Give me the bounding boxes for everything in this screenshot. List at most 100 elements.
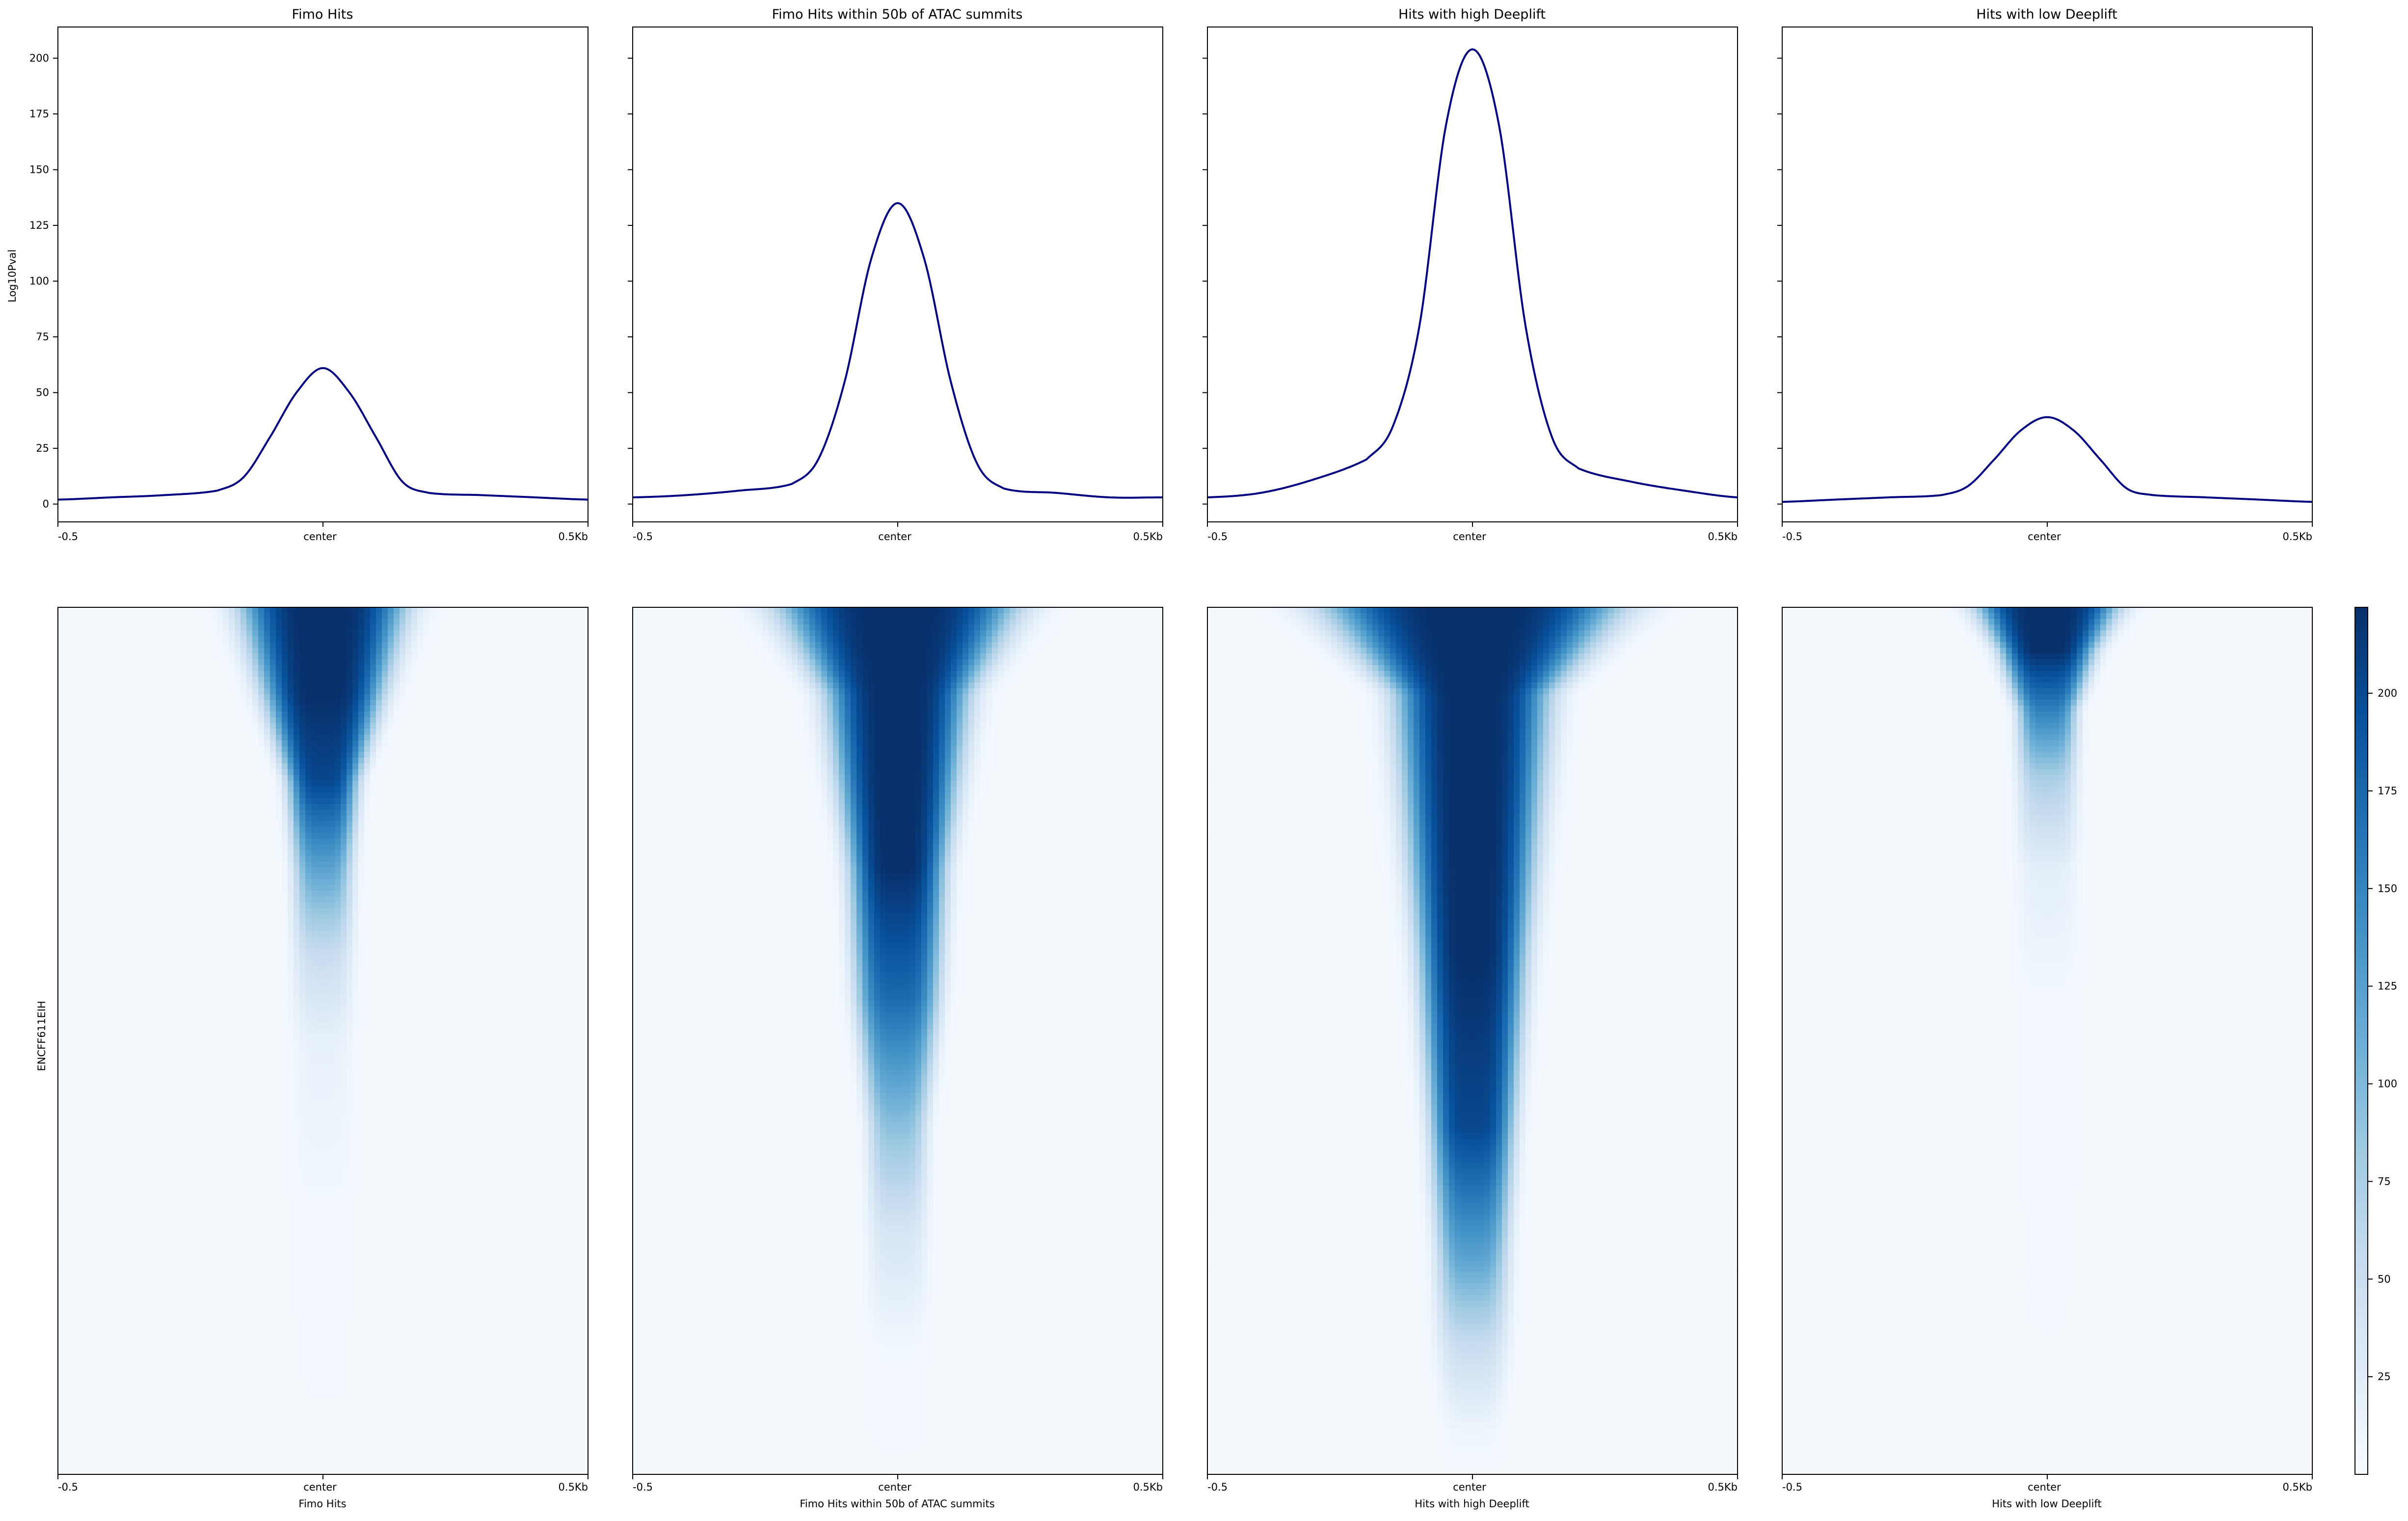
heatmap-cell	[400, 717, 406, 723]
heatmap-cell	[76, 711, 82, 717]
heatmap-cell	[529, 885, 535, 891]
heatmap-cell	[199, 682, 206, 688]
heatmap-cell	[488, 648, 494, 653]
heatmap-cell	[376, 717, 382, 723]
heatmap-cell	[517, 740, 524, 746]
heatmap-cell	[64, 815, 70, 821]
heatmap-cell	[270, 648, 276, 653]
heatmap-cell	[170, 781, 176, 787]
heatmap-cell	[541, 781, 547, 787]
heatmap-cell	[176, 636, 182, 642]
heatmap-cell	[294, 734, 300, 740]
heatmap-cell	[264, 804, 270, 810]
heatmap-cell	[370, 694, 376, 700]
heatmap-cell	[258, 752, 265, 758]
heatmap-cell	[453, 630, 459, 636]
heatmap-cell	[423, 868, 429, 873]
heatmap-cell	[134, 734, 141, 740]
heatmap-cell	[559, 682, 565, 688]
heatmap-cell	[441, 729, 447, 734]
x-tick-label: -0.5	[58, 531, 78, 543]
heatmap-cell	[317, 729, 323, 734]
heatmap-cell	[205, 665, 212, 671]
heatmap-cell	[140, 688, 147, 694]
heatmap-cell	[305, 688, 312, 694]
heatmap-cell	[140, 902, 147, 908]
heatmap-cell	[347, 729, 353, 734]
heatmap-cell	[146, 659, 153, 665]
heatmap-cell	[311, 833, 318, 839]
heatmap-cell	[358, 862, 365, 868]
heatmap-cell	[517, 879, 524, 885]
heatmap-cell	[376, 642, 382, 648]
heatmap-cell	[423, 891, 429, 896]
heatmap-cell	[276, 758, 282, 763]
heatmap-cell	[258, 607, 265, 613]
heatmap-cell	[488, 653, 494, 659]
heatmap-cell	[182, 775, 188, 781]
heatmap-cell	[500, 856, 506, 862]
heatmap-cell	[476, 804, 482, 810]
heatmap-cell	[506, 671, 512, 677]
heatmap-cell	[464, 625, 471, 630]
heatmap-cell	[117, 781, 123, 787]
heatmap-cell	[294, 607, 300, 613]
heatmap-cell	[70, 717, 76, 723]
heatmap-cell	[241, 821, 247, 827]
heatmap-cell	[394, 700, 400, 706]
heatmap-cell	[58, 787, 64, 792]
heatmap-cell	[535, 694, 541, 700]
heatmap-cell	[288, 746, 294, 752]
heatmap-cell	[123, 902, 129, 908]
heatmap-cell	[559, 815, 565, 821]
heatmap-cell	[146, 752, 153, 758]
heatmap-cell	[87, 607, 94, 613]
heatmap-cell	[517, 763, 524, 769]
heatmap-cell	[158, 758, 164, 763]
heatmap-cell	[500, 885, 506, 891]
heatmap-cell	[129, 827, 135, 833]
heatmap-cell	[329, 850, 335, 856]
heatmap-cell	[140, 694, 147, 700]
heatmap-cell	[535, 891, 541, 896]
heatmap-cell	[134, 648, 141, 653]
heatmap-cell	[476, 752, 482, 758]
heatmap-cell	[352, 856, 359, 862]
heatmap-cell	[576, 833, 583, 839]
heatmap-cell	[541, 810, 547, 815]
heatmap-cell	[382, 607, 388, 613]
heatmap-cell	[559, 740, 565, 746]
heatmap-cell	[488, 607, 494, 613]
heatmap-cell	[117, 879, 123, 885]
heatmap-cell	[500, 717, 506, 723]
heatmap-cell	[170, 885, 176, 891]
heatmap-cell	[535, 833, 541, 839]
heatmap-cell	[235, 734, 241, 740]
heatmap-cell	[105, 630, 111, 636]
heatmap-cell	[70, 844, 76, 850]
heatmap-cell	[117, 607, 123, 613]
heatmap-cell	[570, 763, 577, 769]
heatmap-cell	[400, 827, 406, 833]
heatmap-cell	[323, 659, 329, 665]
heatmap-cell	[441, 734, 447, 740]
heatmap-cell	[134, 717, 141, 723]
heatmap-cell	[164, 810, 170, 815]
heatmap-cell	[205, 688, 212, 694]
heatmap-cell	[464, 896, 471, 902]
heatmap-cell	[417, 787, 424, 792]
heatmap-cell	[506, 810, 512, 815]
heatmap-cell	[81, 740, 88, 746]
heatmap-cell	[576, 821, 583, 827]
heatmap-cell	[500, 706, 506, 711]
heatmap-cell	[582, 636, 589, 642]
heatmap-cell	[400, 798, 406, 804]
heatmap-cell	[405, 734, 412, 740]
heatmap-cell	[394, 636, 400, 642]
heatmap-cell	[329, 706, 335, 711]
heatmap-cell	[358, 630, 365, 636]
heatmap-cell	[288, 856, 294, 862]
heatmap-cell	[58, 804, 64, 810]
heatmap-cell	[182, 862, 188, 868]
heatmap-cell	[311, 781, 318, 787]
